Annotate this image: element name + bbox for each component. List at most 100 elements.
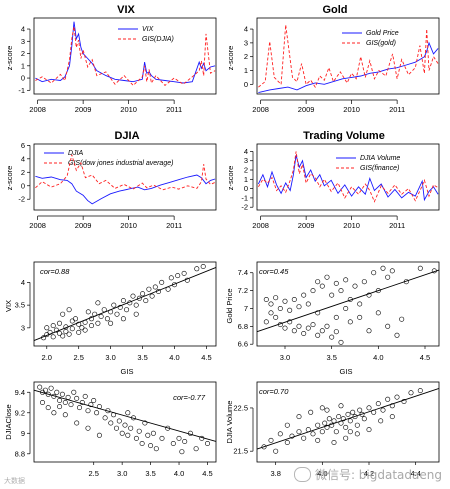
y-tick-label: -2	[241, 203, 248, 212]
scatter-point	[82, 393, 88, 399]
scatter-point	[394, 394, 400, 400]
scatter-point	[287, 307, 293, 313]
scatter-point	[54, 389, 60, 395]
scatter-point	[366, 427, 372, 433]
scatter-point	[104, 316, 110, 322]
scatter-point	[91, 397, 97, 403]
scatter-point	[45, 405, 51, 411]
scatter-point	[310, 322, 316, 328]
x-tick-label: 2010	[120, 105, 137, 114]
y-tick-label: 3	[21, 37, 25, 46]
legend: VIX GIS(DJIA)	[118, 26, 174, 43]
scatter-point	[69, 326, 75, 332]
x-tick-label: 2009	[298, 105, 315, 114]
scatter-point	[94, 410, 100, 416]
x-tick-label: 4.5	[420, 353, 430, 362]
scatter-point	[282, 325, 288, 331]
scatter-point	[50, 334, 56, 340]
series-line-primary	[257, 155, 439, 202]
scatter-point	[153, 446, 159, 452]
y-axis-label: DJIA Volume	[225, 401, 234, 444]
scatter-point	[73, 316, 79, 322]
x-tick-label: 2008	[29, 105, 46, 114]
scatter-point	[329, 334, 335, 340]
scatter-point	[324, 323, 330, 329]
y-tick-label: 4	[21, 154, 25, 163]
x-tick-label: 4.5	[202, 469, 212, 478]
scatter-point	[352, 283, 358, 289]
plot-frame	[256, 143, 440, 211]
scatter-point	[114, 425, 120, 431]
scatter-point	[296, 414, 302, 420]
scatter-point	[143, 298, 149, 304]
regression-line	[33, 389, 217, 442]
scatter-point	[338, 288, 344, 294]
chart-title: Gold	[322, 4, 347, 16]
scatter-point	[57, 397, 63, 403]
scatter-point	[77, 405, 83, 411]
plot-frame	[33, 17, 217, 95]
legend-label-djia: DJIA	[68, 150, 84, 157]
scatter-point	[324, 407, 330, 413]
scatter-point	[85, 309, 91, 315]
y-tick-label: 22.5	[233, 403, 248, 412]
vix-scatter-panel: cor=0.88 GIS VIX 2.0 2.5 3.0 3.5 4.0 4.5 3 3.5 4	[4, 261, 217, 376]
scatter-point	[79, 325, 85, 331]
x-tick-label: 3.0	[105, 353, 115, 362]
scatter-point	[319, 405, 325, 411]
scatter-point	[263, 319, 269, 325]
scatter-point	[333, 329, 339, 335]
x-tick-label: 2008	[252, 221, 269, 230]
scatter-point	[301, 435, 307, 441]
series-line-primary	[258, 41, 439, 94]
scatter-point	[59, 391, 65, 397]
scatter-point	[322, 420, 328, 426]
scatter-point	[273, 295, 279, 301]
scatter-point	[88, 402, 94, 408]
scatter-point	[120, 298, 126, 304]
x-tick-label: 4.0	[317, 469, 327, 478]
scatter-point	[357, 301, 363, 307]
scatter-point	[315, 437, 321, 443]
scatter-point	[268, 301, 274, 307]
y-axis-label: z-score	[5, 166, 14, 191]
scatter-point	[324, 274, 330, 280]
scatter-point	[338, 403, 344, 409]
scatter-point	[375, 310, 381, 316]
y-tick-label: 0	[21, 181, 25, 190]
scatter-point	[89, 323, 95, 329]
scatter-point	[122, 422, 128, 428]
scatter-point	[136, 428, 142, 434]
scatter-point	[343, 277, 349, 283]
plot-frame	[256, 17, 440, 95]
scatter-point	[44, 325, 50, 331]
y-axis-label: DJIAClose	[4, 404, 13, 439]
scatter-point	[301, 330, 307, 336]
scatter-point	[66, 331, 72, 337]
x-tick-label: 3.5	[145, 469, 155, 478]
scatter-point	[324, 424, 330, 430]
scatter-point	[56, 320, 62, 326]
y-axis-label: z-score	[226, 46, 235, 71]
scatter-point	[277, 431, 283, 437]
scatter-point	[57, 404, 63, 410]
scatter-point	[146, 286, 152, 292]
y-tick-label: 4	[244, 25, 248, 34]
scatter-point	[130, 293, 136, 299]
scatter-point	[385, 274, 391, 280]
scatter-point	[133, 435, 139, 441]
series-line-gis	[35, 26, 216, 87]
scatter-point	[53, 327, 59, 333]
scatter-point	[310, 288, 316, 294]
legend-label-djia-volume: DJIA Volume	[360, 155, 400, 162]
scatter-point	[333, 429, 339, 435]
scatter-point	[319, 429, 325, 435]
watermark-text: 微信号: bigdatadaeng	[314, 467, 442, 482]
regression-line	[256, 388, 440, 450]
scatter-point	[125, 432, 131, 438]
scatter-point	[296, 429, 302, 435]
chart-title: Trading Volume	[303, 130, 385, 142]
scatter-point	[98, 313, 104, 319]
y-tick-label: 7.4	[238, 268, 248, 277]
legend-label-gis-finance: GIS(finance)	[360, 165, 399, 172]
